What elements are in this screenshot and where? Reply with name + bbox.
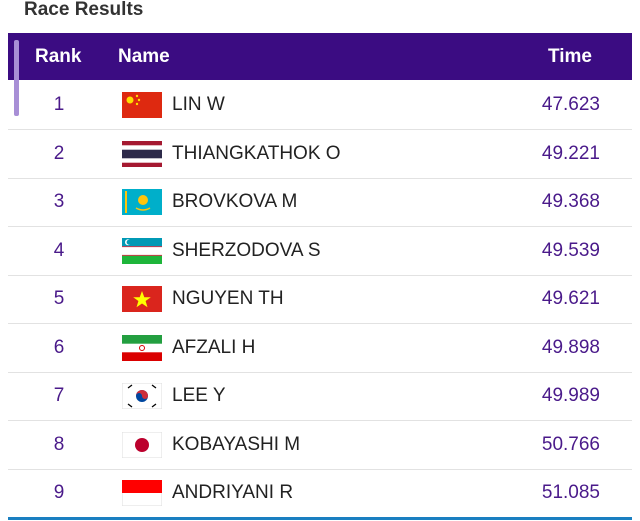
table-row: 3 BROVKOVA M 49.368	[8, 178, 632, 227]
rank: 2	[53, 142, 65, 164]
flag-icon	[122, 286, 162, 312]
race-time: 49.989	[541, 385, 600, 406]
athlete-name: SHERZODOVA S	[172, 239, 321, 261]
title: Race Results	[24, 0, 144, 20]
athlete-name: AFZALI H	[172, 336, 256, 358]
athlete-name: ANDRIYANI R	[172, 482, 294, 503]
race-time: 50.766	[541, 433, 600, 455]
rank: 7	[53, 385, 65, 406]
race-time: 49.539	[541, 239, 600, 261]
flag-icon	[122, 140, 162, 167]
table-row: 2 THIANGKATHOK O 49.221	[8, 130, 632, 179]
table-row: 4 SHERZODOVA S 49.539	[8, 227, 632, 276]
rank: 4	[53, 239, 65, 261]
table-row: 6 AFZALI H 49.898	[8, 324, 632, 373]
table-row: 7 LEE Y 49.989	[8, 372, 632, 421]
table-row: 1 LIN W 47.623	[8, 81, 632, 130]
column-header: Time	[547, 46, 592, 67]
rank: 9	[53, 482, 65, 503]
rank: 1	[53, 94, 65, 115]
flag-icon	[122, 334, 162, 361]
flag-icon	[122, 92, 162, 118]
table-row: 8 KOBAYASHI M 50.766	[8, 421, 632, 470]
table-row: 5 NGUYEN TH 49.621	[8, 275, 632, 324]
rank: 3	[53, 191, 65, 212]
race-time: 49.221	[541, 142, 600, 164]
athlete-name: KOBAYASHI M	[172, 433, 301, 455]
race-time: 47.623	[541, 94, 600, 115]
race-time: 49.621	[541, 288, 600, 309]
athlete-name: NGUYEN TH	[172, 288, 284, 309]
flag-icon	[122, 480, 162, 506]
bottom-border	[8, 517, 632, 520]
rank: 6	[53, 336, 65, 358]
table-row: 9 ANDRIYANI R 51.085	[8, 469, 632, 518]
rank: 8	[53, 433, 65, 455]
flag-icon	[122, 237, 162, 264]
race-time: 49.898	[541, 336, 600, 358]
athlete-name: LEE Y	[172, 385, 226, 406]
scroll-indicator	[14, 40, 19, 116]
race-time: 51.085	[541, 482, 600, 503]
table-header: Rank Name Time	[8, 33, 632, 80]
athlete-name: BROVKOVA M	[172, 191, 298, 212]
race-time: 49.368	[541, 191, 600, 212]
athlete-name: LIN W	[172, 94, 225, 115]
flag-icon	[122, 383, 162, 409]
column-header: Rank	[35, 46, 82, 67]
flag-icon	[122, 189, 162, 215]
rank: 5	[53, 288, 65, 309]
athlete-name: THIANGKATHOK O	[172, 142, 341, 164]
flag-icon	[122, 431, 162, 458]
column-header: Name	[118, 46, 170, 67]
